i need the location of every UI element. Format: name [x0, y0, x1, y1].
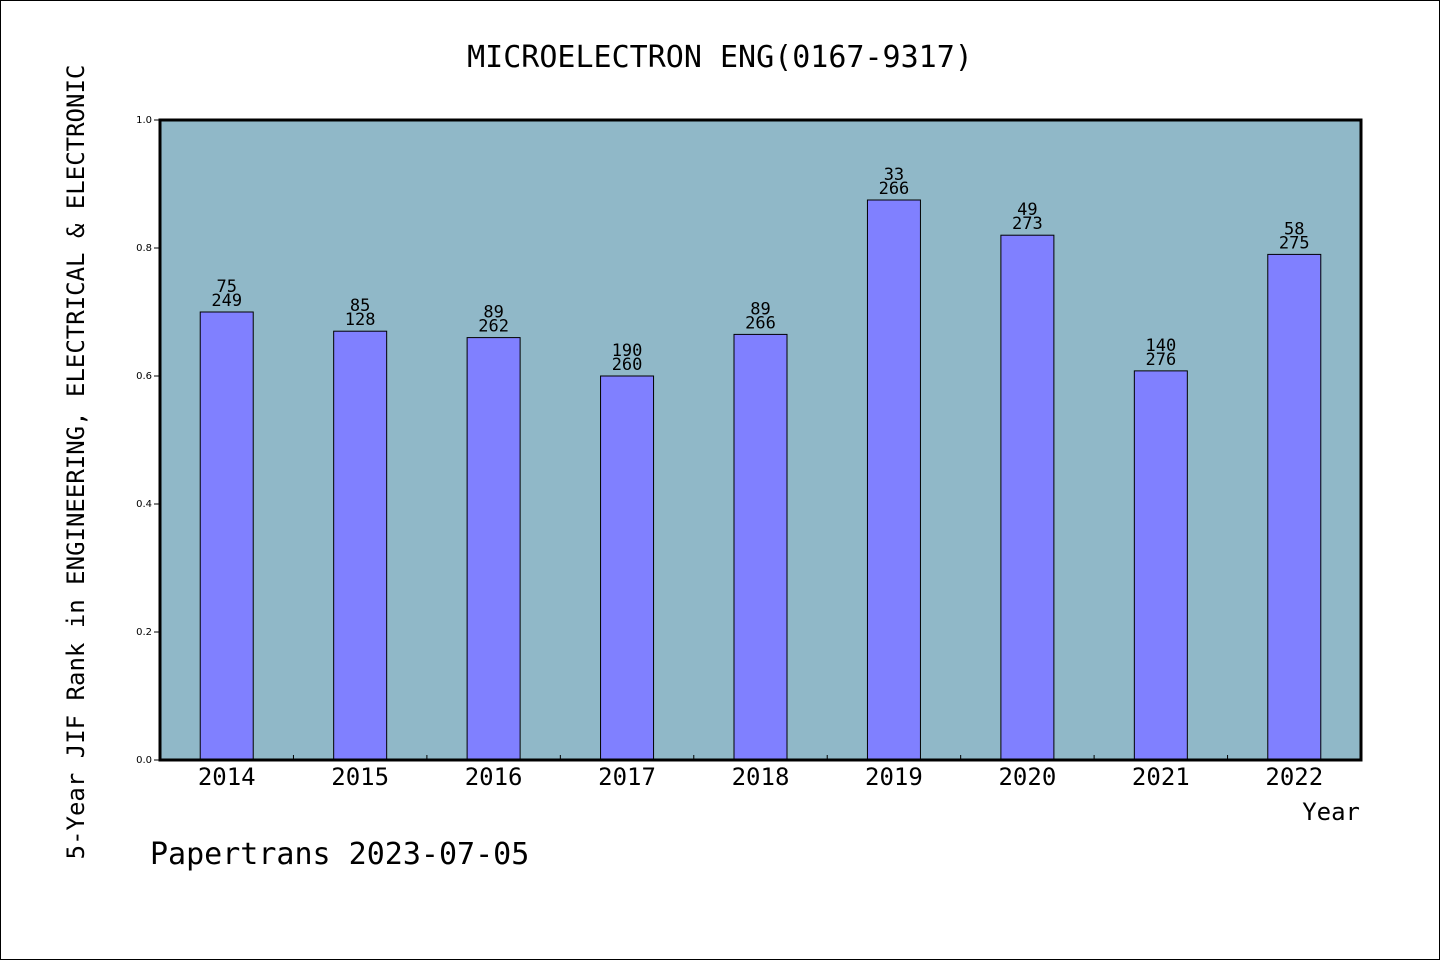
x-tick-label: 2017 [598, 763, 656, 791]
x-tick-label: 2015 [331, 763, 389, 791]
bar-total-label: 275 [1279, 233, 1310, 253]
x-axis-label: Year [1302, 798, 1360, 826]
bar-total-label: 249 [211, 291, 242, 311]
y-tick-label: 0.6 [136, 371, 152, 382]
y-tick-label: 0.4 [136, 499, 152, 510]
bar-rank-label: 89 [483, 303, 503, 323]
bar-2014 [199, 311, 254, 761]
bar-2016 [466, 337, 521, 761]
bar-2018 [733, 333, 788, 761]
bar-total-label: 276 [1145, 350, 1176, 370]
y-tick-label: 0.2 [136, 627, 152, 638]
bar-rank-label: 75 [216, 277, 236, 297]
x-tick-label: 2019 [865, 763, 923, 791]
y-tick-label: 1.0 [136, 115, 152, 126]
bar-rank-label: 85 [350, 296, 370, 316]
bar-2022 [1267, 253, 1322, 761]
x-tick-label: 2022 [1265, 763, 1323, 791]
y-axis-ticks: 0.0 0.2 0.4 0.6 0.8 1.0 [136, 115, 160, 766]
y-axis-label: 5-Year JIF Rank in ENGINEERING, ELECTRIC… [62, 65, 90, 860]
bar-2017 [600, 375, 655, 761]
footer-text: Papertrans 2023-07-05 [150, 837, 529, 872]
bar-2020 [1000, 234, 1055, 761]
bar-rank-label: 49 [1017, 200, 1037, 220]
bar-total-label: 273 [1012, 214, 1043, 234]
bar-total-label: 262 [478, 317, 509, 337]
bar-rank-label: 140 [1145, 336, 1176, 356]
bar-total-label: 266 [745, 313, 776, 333]
plot-border [158, 118, 1363, 762]
y-tick-label: 0.0 [136, 755, 152, 766]
bar-rank-label: 190 [612, 341, 643, 361]
bar-2021 [1133, 370, 1188, 761]
bar-2015 [333, 330, 388, 761]
bar-total-label: 266 [879, 179, 910, 199]
bar-rank-label: 89 [750, 299, 770, 319]
bar-2019 [866, 199, 921, 761]
y-tick-label: 0.8 [136, 243, 152, 254]
x-tick-label: 2021 [1132, 763, 1190, 791]
x-tick-label: 2016 [465, 763, 523, 791]
x-tick-label: 2018 [732, 763, 790, 791]
x-tick-label: 2020 [998, 763, 1056, 791]
bar-total-label: 260 [612, 355, 643, 375]
bar-total-label: 128 [345, 310, 376, 330]
bar-rank-label: 58 [1284, 219, 1304, 239]
x-axis-tick-labels: 2014 2015 2016 2017 2018 2019 2020 2021 2022 [198, 755, 1323, 791]
chart-title: MICROELECTRON ENG(0167-9317) [467, 40, 973, 75]
bar-rank-label: 33 [884, 165, 904, 185]
x-tick-label: 2014 [198, 763, 256, 791]
